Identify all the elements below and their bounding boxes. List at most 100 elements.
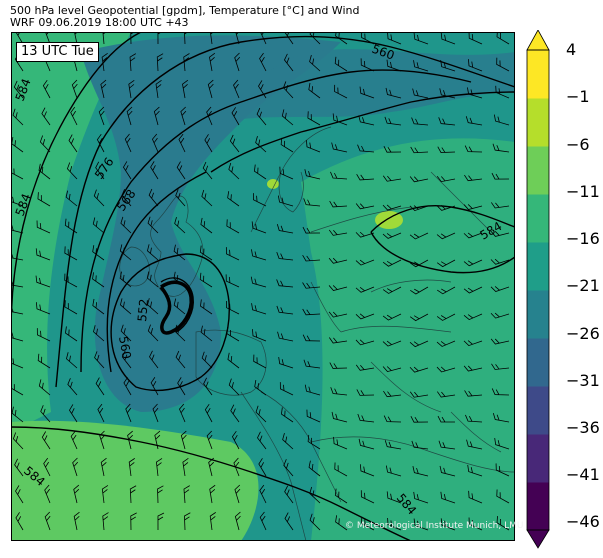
wind-barb — [225, 247, 240, 261]
wind-barb — [101, 53, 108, 72]
wind-barb — [41, 431, 51, 450]
wind-barb — [384, 116, 402, 126]
wind-barb — [309, 513, 321, 531]
wind-barb — [358, 115, 375, 126]
wind-barb — [119, 298, 132, 315]
wind-barb — [386, 491, 402, 504]
wind-barb — [360, 58, 375, 72]
time-label: 13 UTC Tue — [16, 42, 99, 62]
wind-barb — [440, 518, 456, 531]
wind-barb — [150, 161, 159, 180]
wind-barb — [468, 59, 483, 72]
wind-barb — [438, 440, 456, 450]
wind-barb — [182, 79, 189, 99]
wind-barbs — [11, 32, 510, 531]
wind-barb — [251, 221, 267, 234]
wind-barb — [306, 140, 321, 153]
wind-barb — [328, 311, 348, 318]
wind-barb — [491, 363, 510, 370]
wind-barb — [437, 415, 456, 423]
wind-barb — [490, 286, 510, 292]
wind-barb — [179, 403, 186, 423]
wind-barb — [358, 438, 375, 450]
wind-barb — [436, 313, 456, 321]
wind-barb — [226, 327, 240, 342]
wind-barb — [496, 489, 510, 504]
wind-barb — [234, 484, 241, 504]
wind-barb — [251, 249, 267, 261]
wind-barb — [123, 377, 132, 396]
wind-barb — [15, 512, 24, 531]
wind-barb — [382, 259, 402, 267]
wind-barb — [465, 116, 483, 126]
wind-barb — [203, 377, 213, 396]
wind-barb — [177, 377, 186, 396]
wind-barb — [119, 271, 132, 288]
wind-barb — [334, 56, 348, 72]
wind-barb — [334, 488, 348, 504]
wind-barb — [496, 516, 510, 531]
wind-barb — [257, 431, 267, 450]
wind-barb — [72, 457, 79, 477]
wind-barb — [38, 379, 51, 396]
wind-barb — [439, 465, 456, 477]
wind-barb — [302, 254, 321, 262]
wind-barb — [328, 257, 348, 264]
wind-barb — [125, 403, 132, 423]
map-canvas: 584 584 576 568 560 552 560 584 584 584 — [11, 32, 515, 541]
warm-patch-east — [375, 211, 403, 229]
colorbar-cell — [527, 338, 549, 387]
wind-barb — [11, 406, 24, 423]
colorbar-label: −11 — [566, 182, 600, 201]
wind-barb — [148, 188, 159, 207]
wind-barb — [284, 485, 294, 504]
wind-barb — [360, 490, 375, 504]
wind-barb — [200, 217, 213, 234]
wind-barb — [409, 391, 429, 398]
wind-barb — [204, 403, 213, 423]
wind-barb — [97, 403, 105, 423]
wind-barb — [175, 189, 186, 207]
wind-barb — [491, 388, 510, 396]
wind-barb — [207, 79, 214, 99]
colorbar-frame — [526, 49, 550, 531]
wind-barb — [204, 134, 213, 153]
wind-barb — [383, 390, 402, 398]
wind-barb — [173, 271, 186, 288]
wind-barb — [253, 354, 267, 369]
map-frame — [11, 32, 515, 541]
wind-barb — [492, 412, 510, 423]
wind-barb — [356, 389, 375, 396]
wind-barb — [303, 359, 321, 369]
wind-barb — [200, 299, 213, 315]
wind-barb — [11, 194, 24, 207]
wind-barb — [333, 436, 348, 450]
wind-barb — [409, 340, 429, 348]
wind-barb — [259, 52, 267, 72]
wind-barb — [382, 232, 402, 239]
wind-barb — [126, 106, 133, 126]
wind-barb — [66, 162, 78, 180]
wind-barb — [413, 32, 429, 45]
wind-barb — [120, 324, 132, 342]
wind-barb — [490, 258, 510, 265]
wind-barb — [383, 146, 402, 153]
colorbar-label: −31 — [566, 371, 600, 390]
wind-barb — [384, 440, 402, 450]
wind-barb — [439, 88, 456, 99]
wind-barb — [226, 219, 240, 234]
wind-barb — [92, 272, 105, 288]
wind-barb — [253, 193, 267, 207]
wind-barb — [255, 405, 267, 423]
wind-barb — [229, 134, 240, 153]
wind-barb — [276, 223, 294, 234]
wind-barb — [93, 189, 105, 207]
wind-barb — [228, 162, 240, 180]
wind-barb — [230, 404, 240, 423]
colorbar-cell — [527, 146, 549, 195]
warm-zone-west — [11, 32, 131, 432]
wind-barb — [228, 378, 240, 396]
wind-barb — [355, 203, 375, 210]
wind-barb — [200, 325, 213, 342]
wind-barb — [178, 133, 186, 153]
